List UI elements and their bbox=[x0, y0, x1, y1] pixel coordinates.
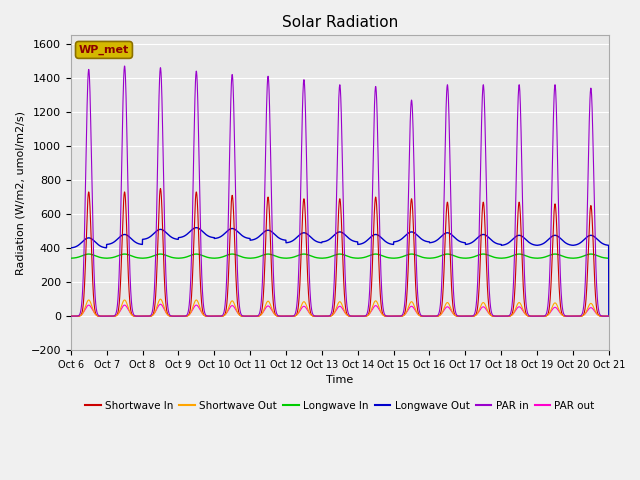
Text: WP_met: WP_met bbox=[79, 45, 129, 55]
Title: Solar Radiation: Solar Radiation bbox=[282, 15, 398, 30]
Y-axis label: Radiation (W/m2, umol/m2/s): Radiation (W/m2, umol/m2/s) bbox=[15, 111, 25, 275]
Legend: Shortwave In, Shortwave Out, Longwave In, Longwave Out, PAR in, PAR out: Shortwave In, Shortwave Out, Longwave In… bbox=[81, 396, 598, 415]
X-axis label: Time: Time bbox=[326, 375, 353, 385]
